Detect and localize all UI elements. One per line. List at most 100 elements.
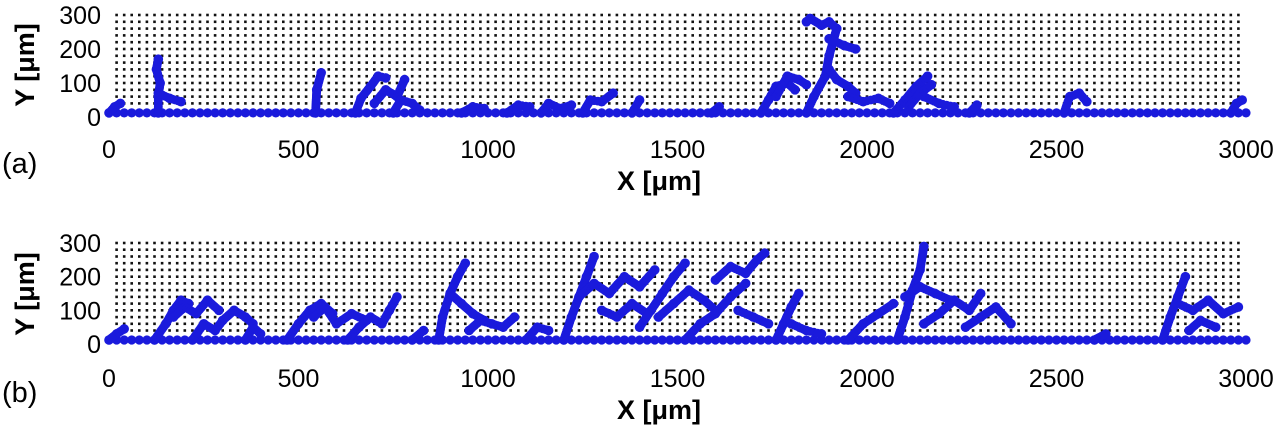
lattice-site bbox=[244, 102, 247, 105]
lattice-site bbox=[812, 322, 816, 326]
lattice-site bbox=[767, 288, 770, 292]
lattice-site bbox=[1070, 288, 1073, 292]
lattice-site bbox=[312, 81, 315, 85]
lattice-site bbox=[721, 288, 725, 292]
lattice-site bbox=[1032, 288, 1036, 292]
substrate-point bbox=[839, 108, 849, 118]
lattice-site bbox=[554, 34, 558, 37]
lattice-site bbox=[600, 68, 603, 71]
substrate-point bbox=[286, 108, 296, 118]
lattice-site bbox=[623, 282, 626, 285]
lattice-site bbox=[592, 315, 596, 319]
lattice-site bbox=[1168, 255, 1172, 258]
lattice-site bbox=[698, 102, 702, 105]
lattice-site bbox=[342, 74, 346, 78]
lattice-site bbox=[175, 61, 179, 64]
lattice-site bbox=[1040, 13, 1043, 17]
lattice-site bbox=[1062, 20, 1066, 24]
substrate-point bbox=[218, 108, 228, 118]
lattice-site bbox=[971, 295, 975, 299]
lattice-site bbox=[623, 322, 626, 326]
lattice-site bbox=[327, 27, 331, 30]
lattice-site bbox=[1222, 40, 1225, 44]
lattice-site bbox=[1153, 268, 1157, 272]
lattice-site bbox=[122, 295, 126, 299]
lattice-site bbox=[357, 302, 361, 305]
lattice-site bbox=[145, 27, 149, 30]
lattice-site bbox=[319, 268, 323, 272]
lattice-site bbox=[1002, 268, 1005, 272]
lattice-site bbox=[698, 27, 702, 30]
lattice-site bbox=[585, 74, 588, 78]
cluster-point bbox=[316, 69, 326, 79]
lattice-site bbox=[183, 27, 187, 30]
lattice-site bbox=[145, 315, 149, 319]
lattice-site bbox=[903, 261, 907, 265]
lattice-site bbox=[350, 302, 353, 305]
lattice-site bbox=[433, 74, 437, 78]
lattice-site bbox=[865, 74, 869, 78]
lattice-site bbox=[1237, 34, 1240, 37]
lattice-site bbox=[691, 268, 694, 272]
lattice-site bbox=[744, 61, 747, 64]
lattice-site bbox=[1100, 54, 1104, 58]
lattice-site bbox=[668, 95, 672, 98]
lattice-site bbox=[577, 74, 581, 78]
lattice-site bbox=[592, 295, 596, 299]
lattice-site bbox=[130, 40, 133, 44]
lattice-site bbox=[585, 322, 588, 326]
lattice-site bbox=[183, 329, 187, 332]
lattice-site bbox=[319, 20, 323, 24]
lattice-site bbox=[282, 20, 285, 24]
substrate-point bbox=[339, 108, 349, 118]
lattice-site bbox=[297, 47, 300, 51]
lattice-site bbox=[865, 40, 869, 44]
lattice-site bbox=[130, 102, 133, 105]
lattice-site bbox=[752, 20, 755, 24]
lattice-site bbox=[335, 47, 338, 51]
lattice-site bbox=[297, 13, 300, 17]
lattice-site bbox=[1146, 275, 1149, 278]
lattice-site bbox=[532, 61, 535, 64]
lattice-site bbox=[1191, 27, 1195, 30]
lattice-site bbox=[1085, 34, 1089, 37]
lattice-site bbox=[926, 302, 929, 305]
lattice-site bbox=[714, 68, 717, 71]
lattice-site bbox=[683, 47, 687, 51]
lattice-site bbox=[896, 95, 899, 98]
lattice-site bbox=[1184, 54, 1187, 58]
lattice-site bbox=[971, 40, 975, 44]
lattice-site bbox=[175, 248, 179, 251]
lattice-site bbox=[676, 54, 679, 58]
lattice-site bbox=[896, 61, 899, 64]
lattice-site bbox=[903, 20, 907, 24]
lattice-site bbox=[911, 74, 914, 78]
lattice-site bbox=[471, 255, 475, 258]
lattice-site bbox=[683, 27, 687, 30]
lattice-site bbox=[782, 13, 785, 17]
lattice-site bbox=[448, 47, 452, 51]
lattice-site bbox=[600, 20, 603, 24]
lattice-site bbox=[266, 74, 270, 78]
lattice-site bbox=[759, 61, 763, 64]
lattice-site bbox=[570, 61, 573, 64]
lattice-site bbox=[691, 261, 694, 265]
lattice-site bbox=[206, 282, 209, 285]
lattice-site bbox=[115, 95, 118, 98]
lattice-site bbox=[509, 81, 512, 85]
cluster-point bbox=[848, 43, 858, 53]
lattice-site bbox=[213, 95, 217, 98]
lattice-site bbox=[304, 74, 308, 78]
lattice-site bbox=[683, 309, 687, 312]
lattice-site bbox=[198, 261, 202, 265]
lattice-site bbox=[312, 255, 315, 258]
lattice-site bbox=[1085, 315, 1089, 319]
lattice-site bbox=[926, 102, 929, 105]
lattice-site bbox=[1123, 95, 1126, 98]
lattice-site bbox=[971, 27, 975, 30]
lattice-site bbox=[683, 282, 687, 285]
lattice-site bbox=[229, 61, 232, 64]
lattice-site bbox=[304, 27, 308, 30]
lattice-site bbox=[418, 95, 422, 98]
lattice-site bbox=[789, 61, 793, 64]
